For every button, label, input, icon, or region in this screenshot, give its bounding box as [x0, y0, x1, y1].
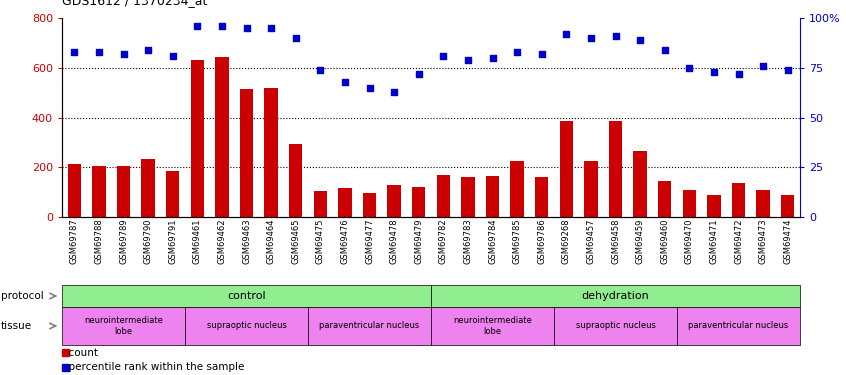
Bar [363, 194, 376, 217]
Bar [658, 181, 672, 217]
Point [486, 55, 499, 61]
Bar [62, 364, 69, 371]
Bar [308, 307, 431, 345]
Bar [559, 121, 573, 217]
Bar [756, 190, 770, 217]
Text: protocol: protocol [1, 291, 44, 301]
Text: control: control [228, 291, 266, 301]
Point [461, 57, 475, 63]
Point [314, 67, 327, 73]
Point [141, 47, 155, 53]
Text: neurointermediate
lobe: neurointermediate lobe [84, 316, 163, 336]
Bar [185, 307, 308, 345]
Bar [535, 177, 548, 217]
Bar [707, 195, 721, 217]
Text: dehydration: dehydration [582, 291, 650, 301]
Point [190, 23, 204, 29]
Text: supraoptic nucleus: supraoptic nucleus [206, 321, 287, 330]
Bar [387, 184, 401, 217]
Bar [289, 144, 303, 217]
Point [166, 53, 179, 59]
Bar [732, 183, 745, 217]
Point [363, 85, 376, 91]
Bar [683, 190, 696, 217]
Bar [677, 307, 800, 345]
Text: paraventricular nucleus: paraventricular nucleus [320, 321, 420, 330]
Bar [634, 151, 647, 217]
Point [239, 25, 253, 31]
Point [264, 25, 277, 31]
Bar [431, 285, 800, 307]
Point [658, 47, 672, 53]
Bar [166, 171, 179, 217]
Point [215, 23, 228, 29]
Bar [584, 161, 597, 217]
Point [584, 35, 597, 41]
Bar [609, 121, 623, 217]
Text: count: count [62, 348, 98, 357]
Bar [141, 159, 155, 217]
Point [732, 71, 745, 77]
Bar [431, 307, 554, 345]
Point [412, 71, 426, 77]
Text: GDS1612 / 1370234_at: GDS1612 / 1370234_at [62, 0, 207, 7]
Bar [486, 176, 499, 217]
Bar [62, 350, 69, 356]
Bar [62, 307, 185, 345]
Bar [264, 88, 277, 217]
Point [92, 49, 106, 55]
Point [781, 67, 794, 73]
Point [68, 49, 81, 55]
Point [707, 69, 721, 75]
Point [756, 63, 770, 69]
Point [683, 65, 696, 71]
Point [437, 53, 450, 59]
Point [510, 49, 524, 55]
Bar [461, 177, 475, 217]
Point [338, 79, 352, 85]
Bar [239, 89, 253, 217]
Point [559, 31, 573, 37]
Point [117, 51, 130, 57]
Bar [190, 60, 204, 217]
Point [387, 88, 401, 94]
Point [634, 37, 647, 43]
Text: neurointermediate
lobe: neurointermediate lobe [453, 316, 532, 336]
Bar [412, 187, 426, 217]
Bar [781, 195, 794, 217]
Bar [314, 191, 327, 217]
Bar [62, 285, 431, 307]
Bar [215, 57, 228, 217]
Bar [68, 164, 81, 217]
Point [609, 33, 623, 39]
Bar [437, 175, 450, 217]
Bar [554, 307, 677, 345]
Point [535, 51, 548, 57]
Point [289, 35, 303, 41]
Text: supraoptic nucleus: supraoptic nucleus [575, 321, 656, 330]
Text: paraventricular nucleus: paraventricular nucleus [689, 321, 788, 330]
Text: percentile rank within the sample: percentile rank within the sample [62, 363, 244, 372]
Text: tissue: tissue [1, 321, 32, 331]
Bar [338, 188, 352, 217]
Bar [92, 166, 106, 217]
Bar [510, 161, 524, 217]
Bar [117, 166, 130, 217]
